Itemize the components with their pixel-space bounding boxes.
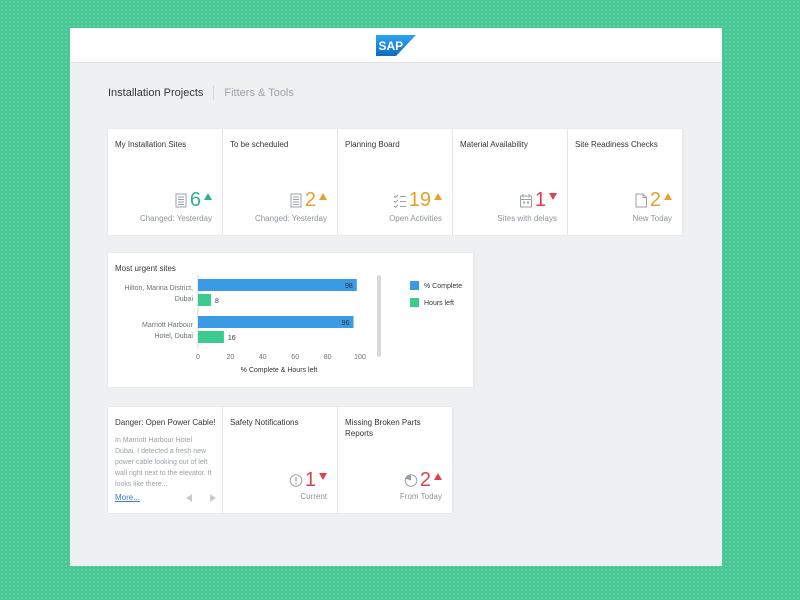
kpi-number: 1 — [534, 189, 546, 211]
tile-title: Missing Broken Parts Reports — [345, 417, 421, 439]
warning-icon — [289, 473, 303, 487]
kpi-value-group: 1 — [519, 190, 557, 210]
kpi-value-group: 2 — [634, 190, 672, 210]
tile-title-line: Missing Broken Parts — [345, 418, 421, 427]
x-tick-label: 20 — [227, 354, 235, 361]
tab-bar: Installation Projects Fitters & Tools — [108, 86, 294, 100]
tab-divider — [213, 86, 215, 100]
logo-text: SAP — [379, 39, 404, 53]
tile-planning-board[interactable]: Planning Board 19 Open Activities — [338, 129, 453, 235]
tile-safety-notifications[interactable]: Safety Notifications 1 Current — [223, 407, 338, 513]
checklist-icon — [393, 194, 406, 208]
x-tick-label: 100 — [354, 354, 366, 361]
trend-up-icon — [434, 193, 442, 200]
calendar-icon — [519, 193, 532, 207]
tile-most-urgent-sites[interactable]: Most urgent sites Hilton, Marina Distric… — [108, 253, 474, 387]
tile-material-availability[interactable]: Material Availability 1 Sites with delay… — [453, 129, 568, 235]
trend-up-icon — [319, 193, 327, 200]
bar-hours-left — [198, 331, 224, 343]
legend-swatch — [410, 281, 419, 290]
more-link[interactable]: More... — [115, 493, 140, 502]
trend-down-icon — [549, 193, 557, 200]
pie-clock-icon — [404, 473, 418, 487]
bar-value-label: 96 — [342, 320, 350, 327]
kpi-subtitle: Changed: Yesterday — [139, 214, 212, 223]
tile-title: Site Readiness Checks — [575, 140, 658, 149]
news-title: Danger: Open Power Cable! — [115, 418, 216, 427]
legend-swatch — [410, 298, 419, 307]
news-line: In Marriott Harbour Hotel — [115, 437, 193, 444]
kpi-number: 1 — [304, 469, 316, 491]
tile-missing-broken-parts[interactable]: Missing Broken Parts Reports 2 From Toda… — [338, 407, 453, 513]
urgent-sites-chart: Hilton, Marina District, Dubai 98 8 Marriott… — [125, 275, 462, 374]
category-label: Marriott Harbour — [142, 322, 194, 329]
kpi-subtitle: Current — [300, 492, 327, 501]
kpi-subtitle: From Today — [399, 492, 442, 501]
tile-to-be-scheduled[interactable]: To be scheduled 2 Changed: Yesterday — [223, 129, 338, 235]
tab-installation-projects[interactable]: Installation Projects — [108, 87, 204, 99]
tile-title: Safety Notifications — [230, 418, 299, 427]
kpi-subtitle: Open Activities — [389, 214, 442, 223]
kpi-subtitle: Changed: Yesterday — [254, 214, 327, 223]
tile-site-readiness-checks[interactable]: Site Readiness Checks 2 New Today — [568, 129, 683, 235]
news-body: In Marriott Harbour Hotel Dubai, I detec… — [115, 435, 221, 490]
bar-value-label: 16 — [228, 335, 236, 342]
document-icon — [635, 193, 647, 207]
kpi-value-group: 2 — [404, 470, 442, 490]
kpi-number: 6 — [189, 189, 201, 211]
category-label: Hilton, Marina District, — [125, 285, 194, 292]
trend-up-icon — [204, 193, 212, 200]
kpi-value-group: 6 — [174, 190, 212, 210]
legend-label: Hours left — [424, 300, 454, 307]
tile-title-line: Reports — [345, 429, 374, 438]
chart-title: Most urgent sites — [115, 264, 176, 273]
tile-my-installation-sites[interactable]: My Installation Sites 6 Changed: Yesterd… — [108, 129, 223, 235]
tile-title: Material Availability — [460, 140, 528, 149]
tile-title: To be scheduled — [230, 140, 289, 149]
x-tick-label: 80 — [324, 354, 332, 361]
tab-fitters-tools[interactable]: Fitters & Tools — [224, 87, 294, 99]
kpi-number: 2 — [304, 189, 316, 211]
bar-complete — [198, 316, 354, 328]
bar-complete — [198, 279, 357, 291]
news-line: power cable looking out of left — [115, 459, 208, 466]
category-label: Hotel, Dubai — [154, 333, 193, 340]
building-icon — [290, 193, 302, 207]
news-line: wall right next to the elevator. It — [115, 470, 212, 477]
prev-arrow-icon[interactable] — [186, 494, 192, 502]
trend-up-icon — [664, 193, 672, 200]
x-tick-label: 60 — [291, 354, 299, 361]
sap-logo[interactable]: SAP — [376, 34, 416, 56]
building-icon — [175, 193, 187, 207]
tile-title: My Installation Sites — [115, 140, 187, 149]
kpi-value-group: 19 — [393, 190, 442, 210]
kpi-value-group: 2 — [289, 190, 327, 210]
tile-title: Planning Board — [345, 140, 400, 149]
legend-label: % Complete — [424, 283, 462, 290]
kpi-number: 2 — [649, 189, 661, 211]
x-axis-label: % Complete & Hours left — [241, 367, 318, 374]
kpi-subtitle: Sites with delays — [497, 214, 557, 223]
kpi-number: 2 — [419, 469, 431, 491]
bar-value-label: 98 — [345, 283, 353, 290]
kpi-number: 19 — [408, 189, 431, 211]
category-label: Dubai — [175, 296, 194, 303]
trend-up-icon — [434, 473, 442, 480]
news-line: looks like there... — [115, 481, 168, 488]
x-tick-label: 40 — [259, 354, 267, 361]
x-tick-label: 0 — [196, 354, 200, 361]
bar-value-label: 8 — [215, 298, 219, 305]
trend-down-icon — [319, 473, 327, 480]
kpi-value-group: 1 — [289, 470, 327, 490]
shell-bar: SAP — [70, 28, 722, 63]
bar-hours-left — [198, 294, 211, 306]
next-arrow-icon[interactable] — [210, 494, 216, 502]
news-line: Dubai, I detected a fresh new — [115, 448, 207, 455]
kpi-subtitle: New Today — [632, 214, 672, 223]
chart-scrollbar — [377, 275, 381, 357]
tile-news-danger[interactable]: Danger: Open Power Cable! In Marriott Ha… — [108, 407, 223, 513]
app-window: SAP Installation Projects Fitters & Tool… — [70, 28, 722, 566]
